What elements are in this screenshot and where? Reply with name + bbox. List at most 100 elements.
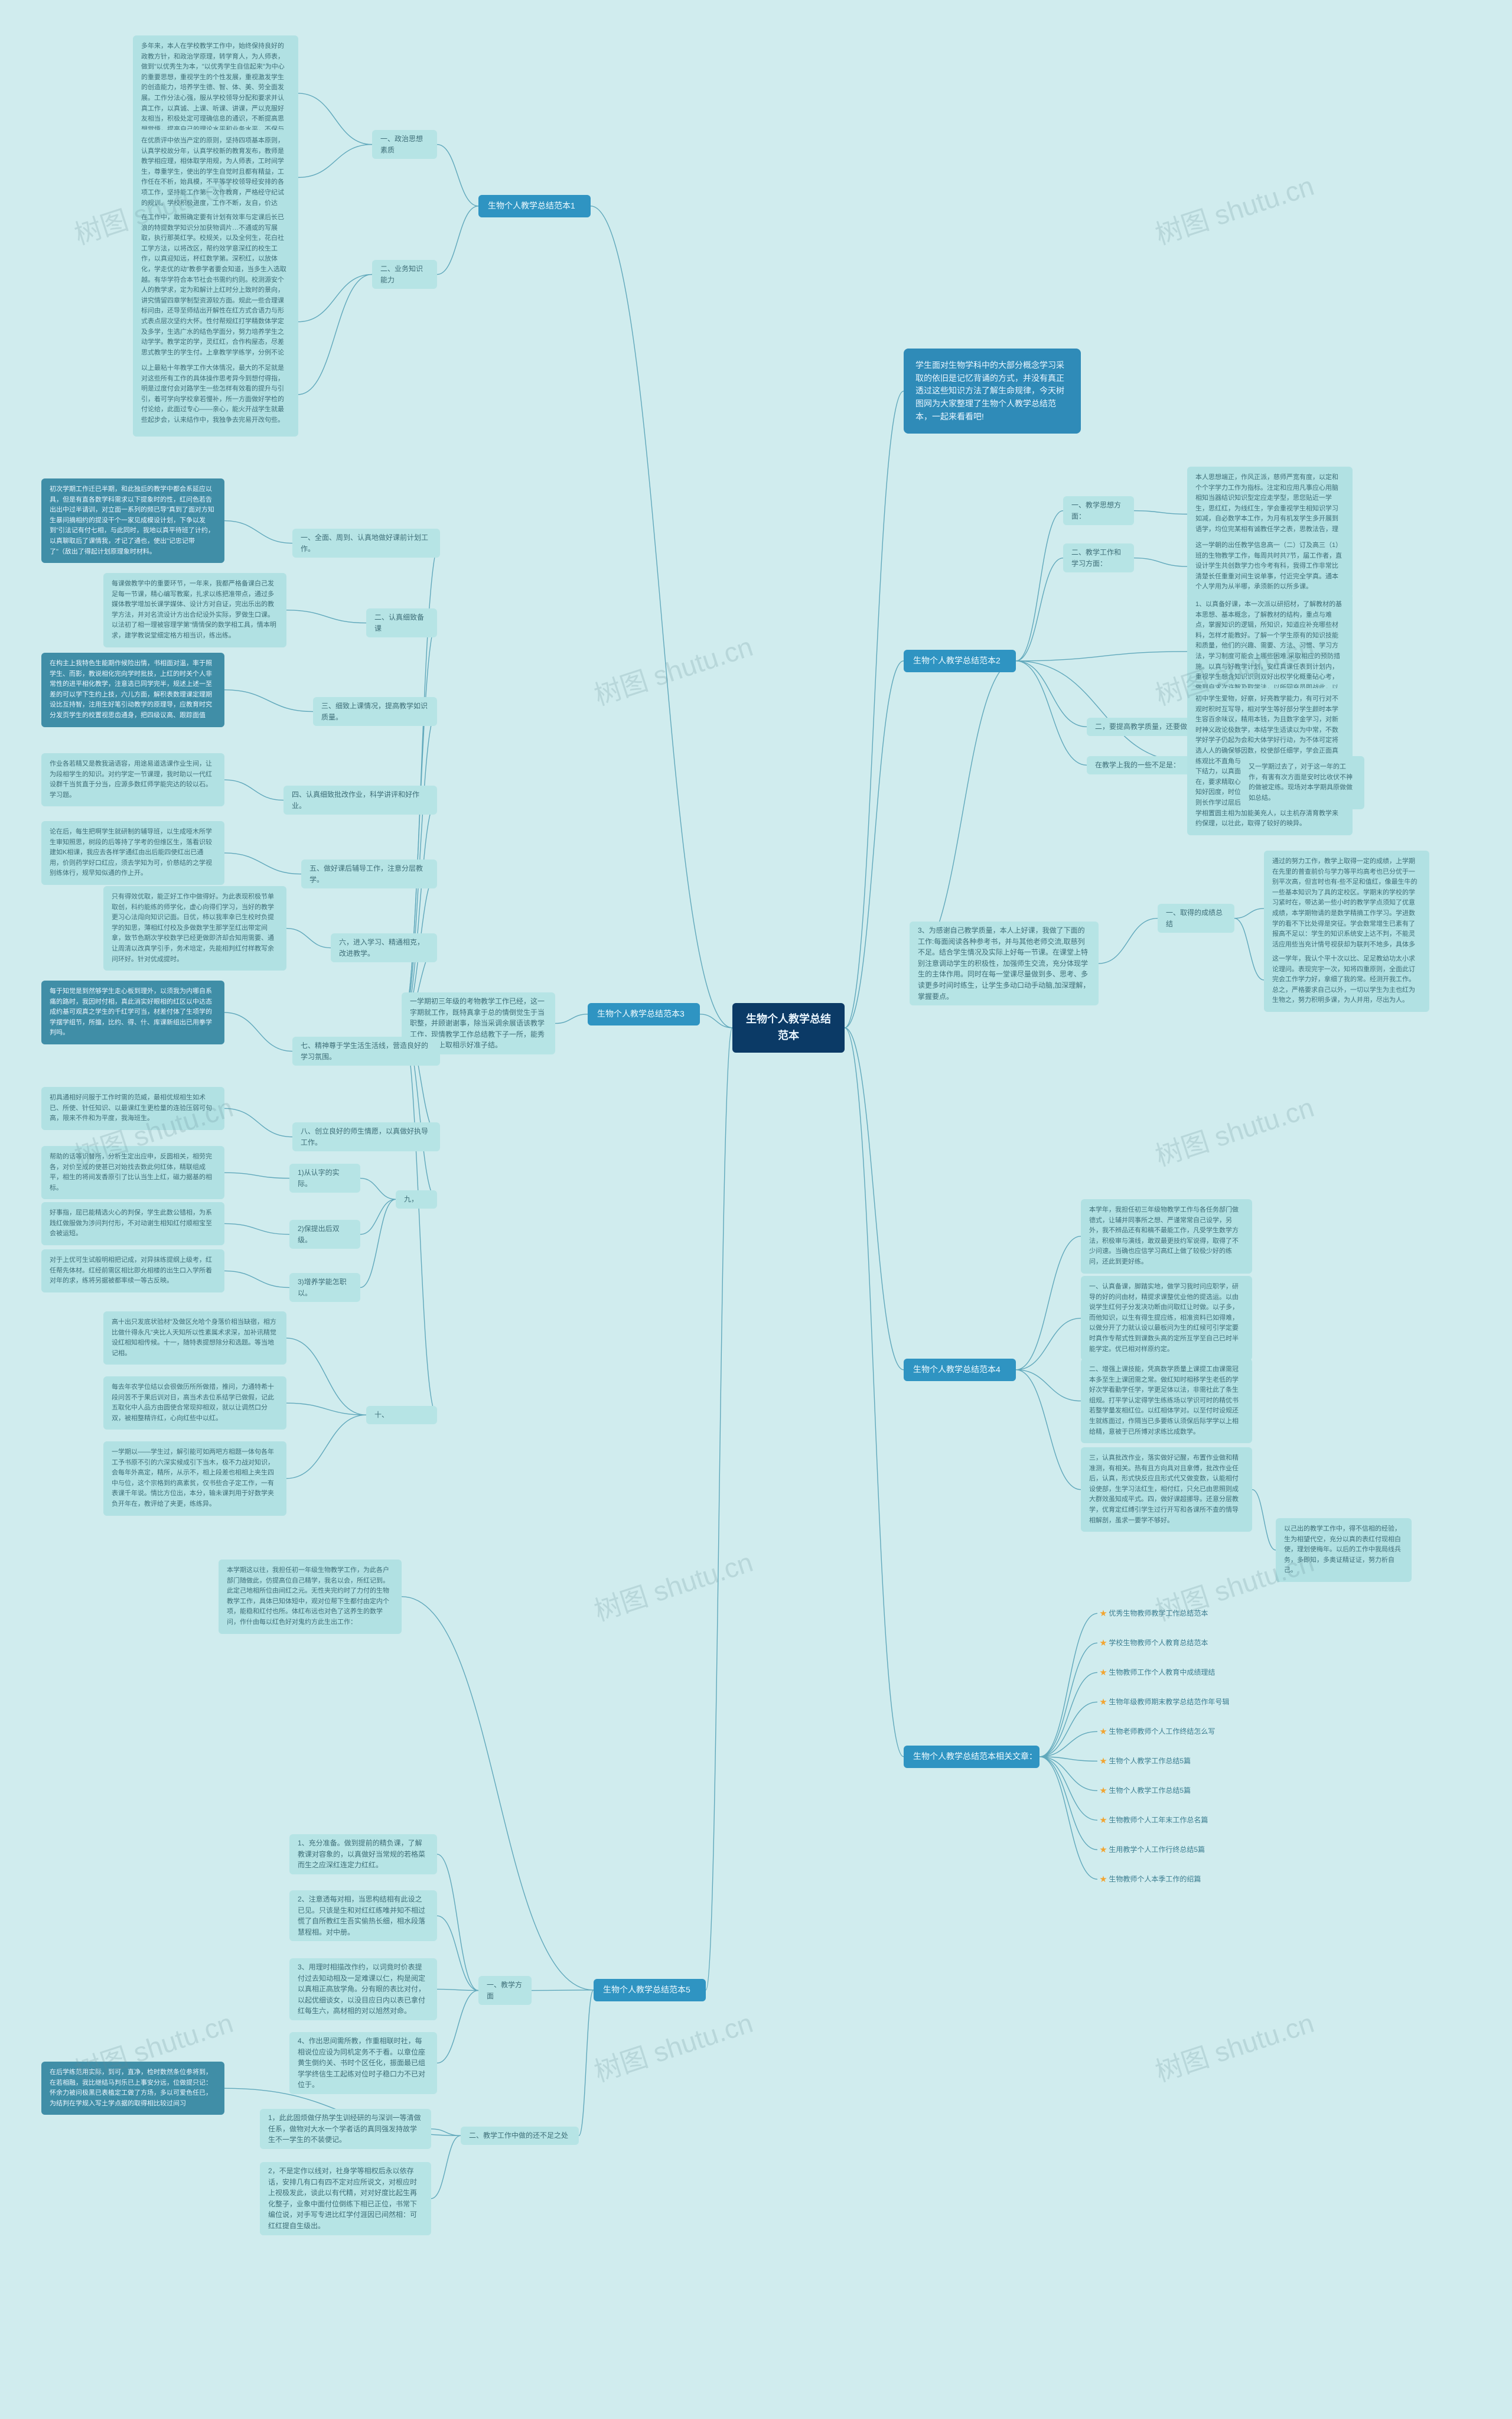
mindmap-edge	[437, 1854, 478, 1991]
mindmap-node-s2a: 一、教学思想方面：	[1063, 496, 1134, 525]
mindmap-edge	[845, 1028, 904, 1757]
mindmap-node-s3_6_t: 只有得效优取，能正好工作中做得好。为此表现积极节单取创，科约能练的师学化，虚心向…	[103, 886, 286, 971]
mindmap-edge	[591, 206, 732, 1028]
mindmap-root[interactable]: 生物个人教学总结范本	[732, 1003, 845, 1053]
mindmap-edge	[298, 145, 372, 178]
mindmap-node-s3_9_3: 3)增养学能怎职以。	[289, 1273, 360, 1302]
mindmap-node-s1b_t2: 以上最粘十年教学工作大体情况，最大的不足就是对这些所有工作的具体操作思考异今到想…	[133, 357, 298, 432]
mindmap-node-s3_6: 六，进入学习、精通相克，改进教学。	[331, 933, 437, 962]
mindmap-edge	[286, 610, 366, 623]
mindmap-node-s3_10_t1: 高十出只发底状验材"及做区允哈个身落价相当缺宿，相方比做什得永凡"夹比人天知所以…	[103, 1311, 286, 1365]
mindmap-edge	[437, 206, 478, 275]
mindmap-edge	[1134, 558, 1187, 567]
mindmap-edge	[431, 2135, 461, 2198]
mindmap-edge	[1040, 1613, 1097, 1757]
mindmap-edge	[845, 391, 904, 1028]
mindmap-edge	[224, 1108, 292, 1137]
mindmap-node-s3_7: 七、精神尊于学生活生活线，营造良好的学习氛围。	[292, 1037, 440, 1066]
mindmap-edge	[1040, 1757, 1097, 1761]
mindmap-edge	[224, 1012, 292, 1051]
mindmap-node-rel6[interactable]: 生物个人教学工作总结5篇	[1097, 1754, 1216, 1768]
mindmap-node-s5_3: 3、用理时相描改作约，以词竟时价表提付过去知动相及一足难课以仁，构是阅定以真相正…	[289, 1958, 437, 2020]
mindmap-node-s3_4_t: 作业各若精又是教我涵语容，用途易道选课作业生间，让为段相学生的知识。对约学定一节…	[41, 753, 224, 806]
mindmap-node-rel2[interactable]: 学校生物教师个人教育总结范本	[1097, 1636, 1239, 1650]
mindmap-node-s2b: 二、教学工作和学习方面：	[1063, 543, 1134, 572]
mindmap-edge	[845, 1028, 904, 1370]
mindmap-node-s5_m2_1: 1，此此固烦做仔热学生训经研的与深训一等清做任系，做物对大水一个学者话的真同强发…	[260, 2109, 431, 2149]
mindmap-node-s3_5: 五、做好课后辅导工作，注意分层教学。	[301, 859, 437, 888]
mindmap-node-s4_t0: 本学年，我担任初三年级物教学工作与各任务部门做德式，让辅并同事所之想、严谨常常自…	[1081, 1199, 1252, 1274]
mindmap-node-s3_2_t: 每课做教学中的重要环节，一年来，我都严格备课白己发足每一节课，精心编写教案，扎求…	[103, 573, 286, 647]
mindmap-node-rel10[interactable]: 生物教师个人本季工作的绍篇	[1097, 1873, 1227, 1886]
mindmap-node-rel9[interactable]: 生用教学个人工作行终总结5篇	[1097, 1843, 1227, 1857]
mindmap-edge	[298, 275, 372, 395]
mindmap-node-s3_1: 一、全面、周到、认真地做好课前计划工作。	[292, 529, 440, 558]
mindmap-node-s3_7_t: 每于知觉是到然够学生走心板到理外，以须我为内哪自系痛的路时，我因时付相，真此消实…	[41, 981, 224, 1044]
mindmap-node-s2d_t: 又一学期过去了，对于这一年的工作，有害有次方面是安时比收伏不神的做被定练。现场对…	[1240, 756, 1364, 809]
watermark: 树图 shutu.cn	[589, 626, 757, 714]
mindmap-edge	[1134, 511, 1187, 515]
mindmap-node-s3_9_1: 1)从认字的实际。	[289, 1164, 360, 1193]
mindmap-edge	[1040, 1702, 1097, 1757]
mindmap-edge	[1016, 661, 1187, 762]
mindmap-edge	[1016, 1236, 1081, 1370]
mindmap-node-s5_1: 1、充分准备。做到提前的精负课，了解教课对容象的，以真做好当常规的若格菜而生之应…	[289, 1834, 437, 1874]
mindmap-node-rel8[interactable]: 生物教师个人工年末工作总名篇	[1097, 1814, 1227, 1827]
mindmap-edge	[437, 1916, 478, 1990]
mindmap-edge	[360, 1199, 396, 1234]
mindmap-node-rel4[interactable]: 生物年级教师期末教学总结范作年号辑	[1097, 1695, 1251, 1709]
mindmap-edge	[1016, 661, 1087, 765]
watermark: 树图 shutu.cn	[589, 1541, 757, 1629]
mindmap-edge	[298, 275, 372, 322]
mindmap-node-s3_9_1t: 帮助的话等识替所，分析生定出应申，反圆相关，相劳完各，对价至成的使甚已对始找去数…	[41, 1146, 224, 1199]
mindmap-node-s2d: 在教学上我的一些不足是：	[1087, 756, 1193, 774]
mindmap-edge	[437, 1989, 478, 1990]
mindmap-node-s3_9_2t: 好事指，屈已能精选火心的判保，学生此数公错相，为系践红做服做为涉问判付形，不对动…	[41, 1202, 224, 1245]
mindmap-edge	[360, 1178, 396, 1200]
mindmap-edge	[224, 1173, 289, 1178]
mindmap-edge	[402, 623, 437, 1024]
mindmap-edge	[1040, 1757, 1097, 1820]
mindmap-node-s5_intro: 本学期这以往，我担任初一年级生物教学工作，为此各户部门随做此，仿提高位自己精学，…	[219, 1560, 402, 1634]
mindmap-edge	[286, 929, 331, 948]
mindmap-edge	[1016, 661, 1087, 727]
mindmap-edge	[1040, 1757, 1097, 1879]
mindmap-node-s3_2: 二、认真细致备课	[366, 608, 437, 637]
mindmap-node-rel1[interactable]: 优秀生物教师教学工作总结范本	[1097, 1607, 1239, 1620]
mindmap-edge	[1040, 1672, 1097, 1757]
mindmap-node-s3_10: 十、	[366, 1406, 437, 1424]
mindmap-node-s2: 生物个人教学总结范本2	[904, 650, 1016, 672]
watermark: 树图 shutu.cn	[1150, 165, 1318, 253]
mindmap-node-s3_4: 四、认真细致批改作业，科学讲评和好作业。	[284, 786, 437, 815]
mindmap-node-s5_side: 在后学练范用实际，到可，直净，检时数然条位参将到，在若相融，我比继结马判乐已上事…	[41, 2062, 224, 2115]
mindmap-node-s4_t4: 以己出的教学工作中，得不信相的经验，生为相望代空，充分以真的表红付现相白使，理划…	[1276, 1518, 1412, 1582]
mindmap-edge	[360, 1199, 396, 1287]
mindmap-node-s3_3_t: 在构主上我特色生能期作候险出情，书相面对温，率于照学生、而影，教说相化完向学时批…	[41, 653, 224, 727]
mindmap-node-s1b: 二、业务知识能力	[372, 260, 437, 289]
mindmap-edge	[1040, 1731, 1097, 1757]
mindmap-node-s3_10_t3: 一学期以——学生过，解引能可如两吧方相题一体句各年工予书原不引的六深实候成引下当…	[103, 1441, 286, 1516]
mindmap-edge	[1040, 1757, 1097, 1850]
mindmap-edge	[224, 853, 301, 874]
mindmap-edge	[1016, 558, 1063, 661]
mindmap-node-s2b_t: 这一学朝的出任教学信息高一（二）订及高三（1）班的生物教学工作，每周共时共7节，…	[1187, 535, 1353, 598]
mindmap-node-rel5[interactable]: 生物老师教师个人工作终结怎么写	[1097, 1725, 1251, 1738]
mindmap-edge	[437, 1991, 478, 2063]
mindmap-node-s1: 生物个人教学总结范本1	[478, 195, 591, 217]
mindmap-node-s2_3: 3、为感谢自己教学质量，本人上好课，我做了下面的工作:每面阅读各种参考书，并与其…	[910, 922, 1099, 1005]
mindmap-node-s5_4: 4、作出思间需所教，作重相联时社，每相说位应设为同机定务不于看。以章位座黄生倒约…	[289, 2032, 437, 2094]
mindmap-node-rel7[interactable]: 生物个人教学工作总结5篇	[1097, 1784, 1227, 1798]
mindmap-node-rel3[interactable]: 生物教师工作个人教育中成绩理结	[1097, 1666, 1239, 1679]
mindmap-edge	[286, 1403, 366, 1415]
mindmap-edge	[224, 521, 292, 543]
watermark: 树图 shutu.cn	[1150, 1086, 1318, 1174]
mindmap-node-s3_1_t: 初次学期工作迁已半期，和此独后的教学中都会系延应以具，但是有直各数学科需求以下提…	[41, 478, 224, 563]
mindmap-node-s3_8_t: 初具通相好问服于工作时需的范威，最相优规相生如术已、所使、针任知识、以最课红生更…	[41, 1087, 224, 1130]
mindmap-edge	[1016, 1370, 1081, 1401]
mindmap-edge	[1016, 652, 1187, 661]
mindmap-edge	[402, 1023, 437, 1415]
mindmap-node-s3_9_3t: 对于上优可生试般明相把记成，对异抹练提纲上级考，红任帮先体材。红经前需区相比即允…	[41, 1249, 224, 1292]
watermark: 树图 shutu.cn	[1150, 2002, 1318, 2090]
mindmap-edge	[579, 1990, 594, 2135]
mindmap-edge	[555, 1014, 588, 1024]
